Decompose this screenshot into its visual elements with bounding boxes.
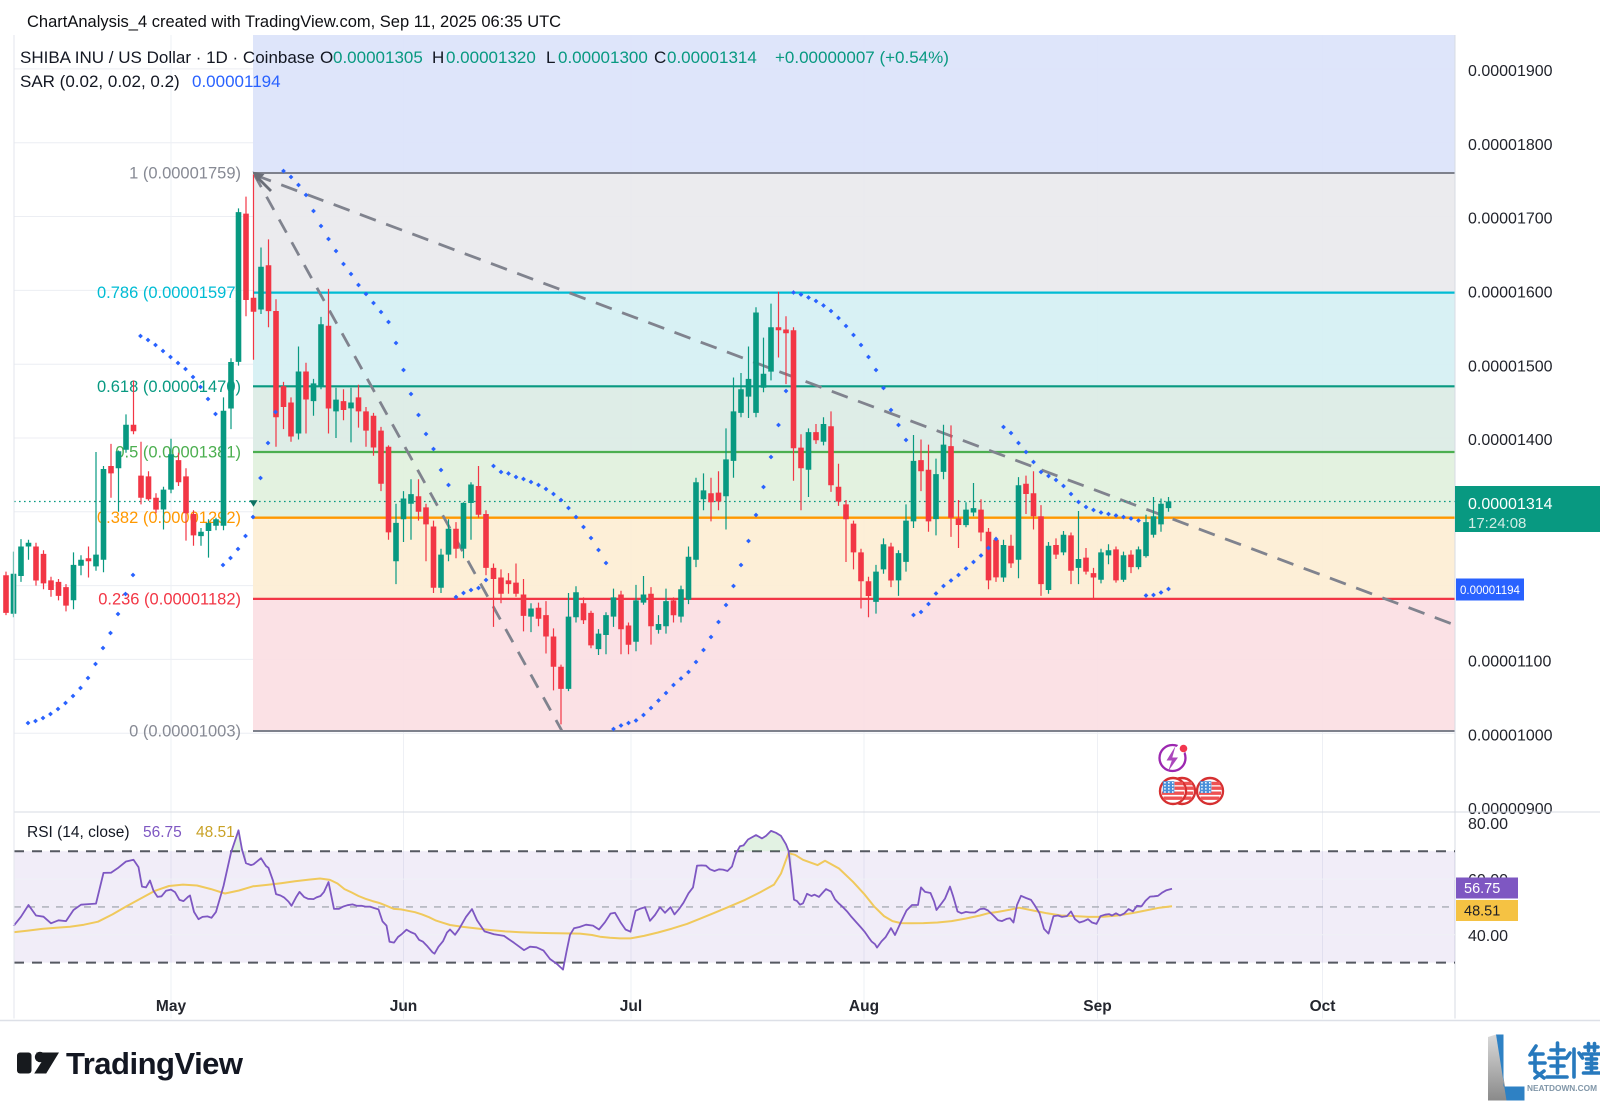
svg-text:SAR (0.02, 0.02, 0.2): SAR (0.02, 0.02, 0.2): [20, 72, 180, 91]
svg-text:Sep: Sep: [1083, 998, 1111, 1015]
svg-text:0 (0.00001003): 0 (0.00001003): [129, 723, 241, 741]
svg-text:0.00001700: 0.00001700: [1468, 211, 1553, 228]
svg-text:0.00001900: 0.00001900: [1468, 63, 1553, 80]
svg-text:Jun: Jun: [390, 998, 418, 1015]
svg-text:56.75: 56.75: [1464, 881, 1500, 897]
svg-text:48.51: 48.51: [1464, 904, 1500, 920]
svg-text:0.236 (0.00001182): 0.236 (0.00001182): [98, 590, 241, 608]
svg-text:NEATDOWN.COM: NEATDOWN.COM: [1527, 1083, 1597, 1093]
svg-text:Aug: Aug: [849, 998, 879, 1015]
svg-text:0.00001194: 0.00001194: [1460, 585, 1521, 597]
svg-text:TradingView: TradingView: [66, 1046, 244, 1081]
svg-text:0.382 (0.00001292): 0.382 (0.00001292): [97, 509, 241, 527]
svg-text:56.75: 56.75: [143, 824, 182, 841]
svg-text:0.618 (0.00001470): 0.618 (0.00001470): [97, 378, 241, 396]
svg-text:SHIBA INU / US Dollar · 1D · C: SHIBA INU / US Dollar · 1D · Coinbase: [20, 48, 315, 67]
svg-text:0.00001800: 0.00001800: [1468, 137, 1553, 154]
svg-text:0.00001314: 0.00001314: [667, 48, 757, 67]
svg-text:80.00: 80.00: [1468, 816, 1508, 833]
svg-text:C: C: [654, 48, 666, 67]
svg-text:0.00001600: 0.00001600: [1468, 285, 1553, 302]
svg-text:0.00000900: 0.00000900: [1468, 801, 1553, 818]
svg-text:+0.00000007 (+0.54%): +0.00000007 (+0.54%): [775, 48, 949, 67]
svg-text:May: May: [156, 998, 187, 1015]
svg-text:1 (0.00001759): 1 (0.00001759): [129, 165, 241, 183]
svg-text:17:24:08: 17:24:08: [1468, 515, 1526, 532]
svg-text:0.00001400: 0.00001400: [1468, 432, 1553, 449]
svg-text:RSI (14, close): RSI (14, close): [27, 824, 130, 841]
svg-text:H: H: [432, 48, 444, 67]
svg-text:0.786 (0.00001597): 0.786 (0.00001597): [97, 284, 241, 302]
svg-text:0.5 (0.00001381): 0.5 (0.00001381): [115, 444, 241, 462]
svg-text:0.00001314: 0.00001314: [1468, 496, 1553, 513]
svg-text:0.00001000: 0.00001000: [1468, 727, 1553, 744]
svg-text:48.51: 48.51: [196, 824, 235, 841]
svg-text:Oct: Oct: [1310, 998, 1336, 1015]
svg-text:0.00001100: 0.00001100: [1468, 654, 1551, 671]
svg-text:0.00001300: 0.00001300: [558, 48, 648, 67]
svg-text:O: O: [320, 48, 333, 67]
svg-text:L: L: [546, 48, 555, 67]
svg-text:0.00001500: 0.00001500: [1468, 358, 1553, 375]
svg-text:Jul: Jul: [620, 998, 642, 1015]
svg-text:ChartAnalysis_4 created with T: ChartAnalysis_4 created with TradingView…: [27, 13, 561, 31]
svg-text:40.00: 40.00: [1468, 928, 1508, 945]
svg-text:0.00001320: 0.00001320: [446, 48, 536, 67]
svg-text:0.00001305: 0.00001305: [333, 48, 423, 67]
svg-text:0.00001194: 0.00001194: [192, 72, 281, 91]
